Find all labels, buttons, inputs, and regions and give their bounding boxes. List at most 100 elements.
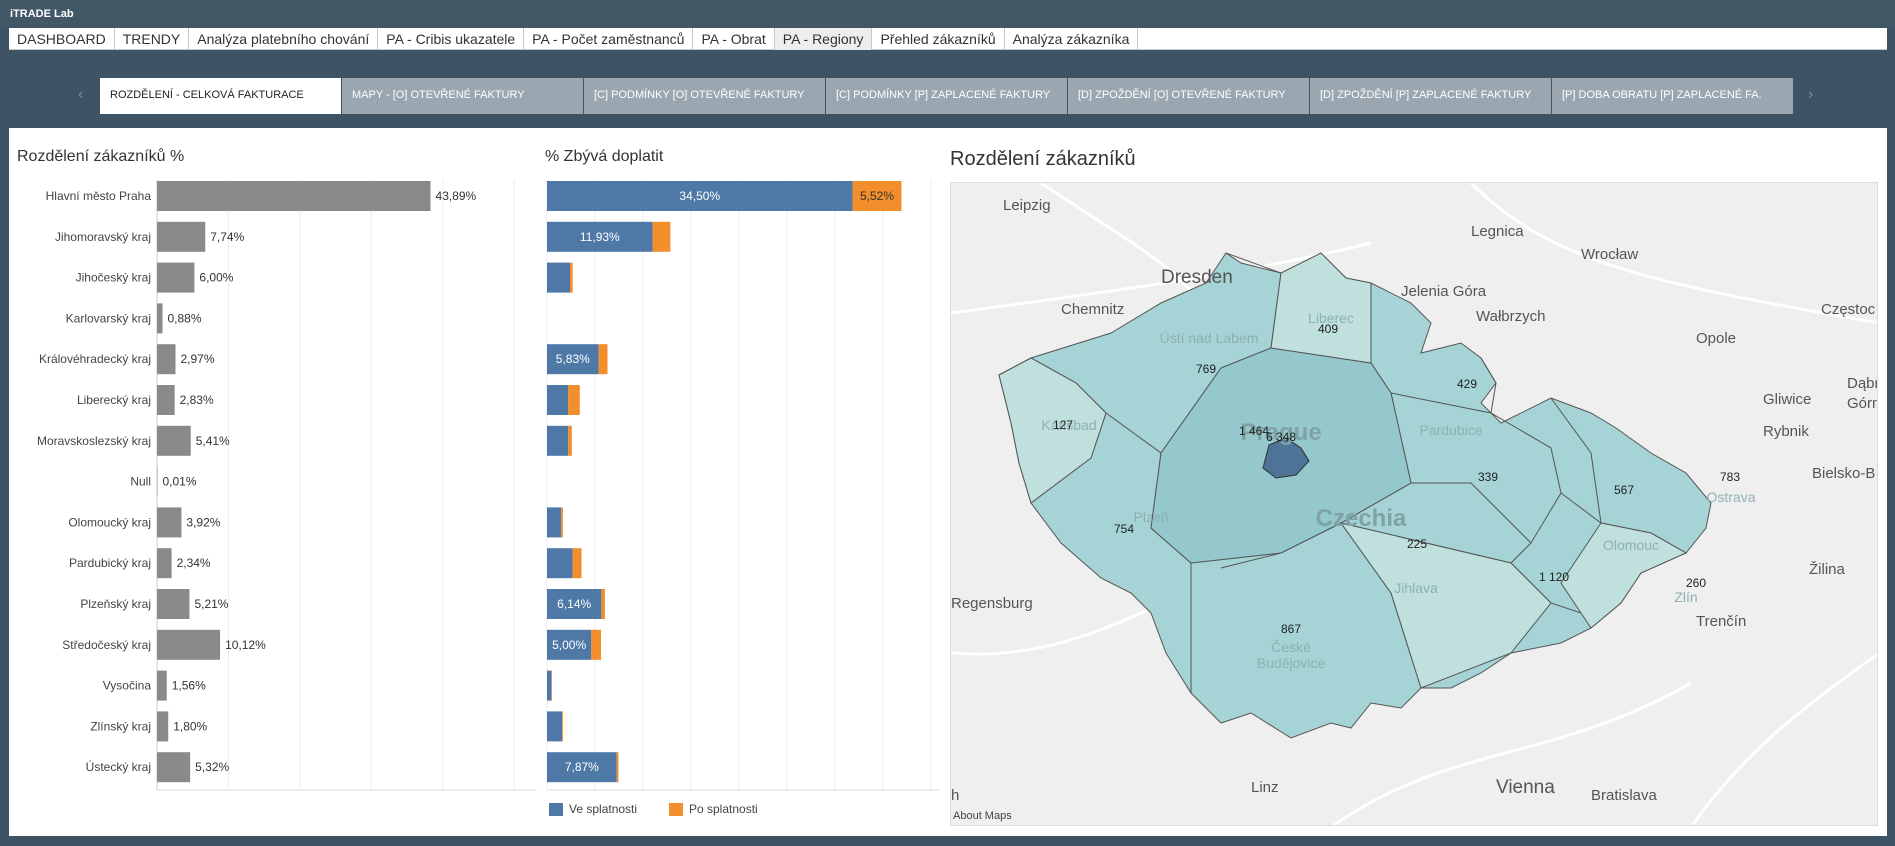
category-label: Plzeňský kraj [80, 597, 151, 611]
value-zlinsky: 260 [1685, 576, 1707, 590]
city-zilina: Žilina [1809, 561, 1845, 578]
bar-customer-share [157, 548, 172, 579]
bar-overdue [572, 548, 582, 579]
region-map[interactable]: Leipzig Dresden Chemnitz Legnica Wrocław… [950, 182, 1878, 826]
city-wroclaw: Wrocław [1581, 246, 1639, 263]
region-praha[interactable] [1262, 437, 1310, 479]
region-name-olomouc: Olomouc [1602, 537, 1660, 553]
bar-customer-share [157, 344, 176, 375]
bar-overdue [568, 425, 572, 456]
legend-label-in-due: Ve splatnosti [569, 802, 638, 816]
value-pardubicky: 339 [1477, 470, 1499, 484]
bar-overdue [601, 589, 605, 619]
sub-tab-2[interactable]: [C] PODMÍNKY [O] OTEVŘENÉ FAKTURY [584, 78, 825, 114]
region-name-karlovy: Karlsbad [1041, 417, 1097, 433]
bar-overdue [616, 752, 619, 783]
bar-value-label: 6,00% [199, 271, 233, 285]
value-olomoucky: 567 [1613, 483, 1635, 497]
city-trencin: Trenčín [1696, 613, 1747, 630]
city-vienna: Vienna [1496, 777, 1555, 798]
bar-customer-share [157, 303, 163, 334]
top-tab-bar: DASHBOARD TRENDY Analýza platebního chován… [9, 28, 1887, 50]
bar-customer-share [157, 221, 206, 252]
sub-tab-bar: ROZDĚLENÍ - CELKOVÁ FAKTURACE MAPY - [O] … [100, 78, 1794, 114]
bar-value-label: 5,21% [194, 597, 228, 611]
sub-tab-0[interactable]: ROZDĚLENÍ - CELKOVÁ FAKTURACE [100, 78, 341, 114]
value-praha: 6 348 [1265, 430, 1297, 444]
bar-overdue [852, 181, 902, 211]
bar-overdue [561, 507, 563, 538]
bar-value-label: 5,41% [196, 434, 230, 448]
top-tab-6[interactable]: PA - Regiony [774, 28, 873, 50]
tabs-scroll-left-icon[interactable]: ‹ [78, 86, 84, 103]
region-name-ceske: České [1271, 639, 1311, 655]
bar-value-label: 43,89% [436, 189, 477, 203]
category-label: Null [130, 475, 151, 489]
bar-in-due [547, 752, 617, 783]
city-bratislava: Bratislava [1591, 787, 1657, 804]
value-karlovarsky: 127 [1052, 418, 1074, 432]
bar-in-due [547, 221, 653, 252]
value-ustecky: 769 [1195, 362, 1217, 376]
region-name-pardubice: Pardubice [1419, 422, 1483, 438]
bar-overdue [591, 629, 602, 660]
top-tab-4[interactable]: PA - Počet zaměstnanců [524, 28, 694, 50]
sub-tab-5[interactable]: [D] ZPOŽDĚNÍ [P] ZAPLACENÉ FAKTURY [1310, 78, 1551, 114]
bar-in-due [547, 385, 569, 415]
top-tab-2[interactable]: Analýza platebního chování [189, 28, 379, 50]
map-region-fills [998, 252, 1688, 689]
top-tab-0[interactable]: DASHBOARD [9, 28, 115, 50]
border [1480, 357, 1497, 414]
bar-overdue [568, 385, 580, 415]
sub-tab-4[interactable]: [D] ZPOŽDĚNÍ [O] OTEVŘENÉ FAKTURY [1068, 78, 1309, 114]
top-tab-7[interactable]: Přehled zákazníků [872, 28, 1005, 50]
city-dresden: Dresden [1161, 267, 1233, 288]
region-name-liberec: Liberec [1308, 310, 1354, 326]
category-label: Hlavní město Praha [46, 189, 152, 203]
map-roads [951, 183, 1877, 825]
about-maps-link[interactable]: About Maps [953, 810, 1012, 822]
bar-customer-share [157, 752, 191, 783]
value-stredocesky: 1 464 [1238, 424, 1270, 438]
city-dabrowa: Dąbr [1847, 375, 1878, 392]
top-tab-1[interactable]: TRENDY [115, 28, 190, 50]
sub-tab-6[interactable]: [P] DOBA OBRATU [P] ZAPLACENÉ FA. [1552, 78, 1793, 114]
top-tab-5[interactable]: PA - Obrat [693, 28, 775, 50]
city-linz: Linz [1251, 779, 1279, 796]
bar-value-label: 1,80% [173, 719, 207, 733]
bar-in-due [547, 181, 853, 211]
region-karlovarsky[interactable] [998, 357, 1107, 504]
top-tab-8[interactable]: Analýza zákazníka [1005, 28, 1139, 50]
city-chemnitz: Chemnitz [1061, 301, 1125, 318]
sub-tab-3[interactable]: [C] PODMÍNKY [P] ZAPLACENÉ FAKTURY [826, 78, 1067, 114]
region-zlinsky[interactable] [1560, 522, 1688, 629]
map-title: Rozdělení zákazníků [950, 148, 1136, 170]
city-legnica: Legnica [1471, 223, 1524, 240]
bar-value-label: 10,12% [225, 638, 266, 652]
category-label: Vysočina [103, 679, 152, 693]
bar-in-due-label: 5,00% [552, 638, 586, 652]
bar-in-due [547, 548, 573, 579]
tabs-scroll-right-icon[interactable]: › [1808, 86, 1814, 103]
bar-value-label: 2,34% [177, 556, 211, 570]
value-liberecky: 409 [1317, 322, 1339, 336]
top-tab-3[interactable]: PA - Cribis ukazatele [378, 28, 525, 50]
region-vysocina[interactable] [1339, 522, 1552, 689]
bar-value-label: 2,83% [180, 393, 214, 407]
city-leipzig: Leipzig [1003, 197, 1051, 214]
region-name-usti: Ústí nad Labem [1159, 330, 1259, 346]
region-liberecky[interactable] [1270, 252, 1372, 364]
bar-overdue-label: 5,52% [860, 189, 894, 203]
city-bielsko: Bielsko-B [1812, 465, 1876, 482]
category-label: Ústecký kraj [86, 759, 151, 774]
region-name-jihlava: Jihlava [1394, 580, 1438, 596]
category-label: Jihomoravský kraj [55, 230, 151, 244]
city-gliwice: Gliwice [1763, 391, 1812, 408]
sub-tab-1[interactable]: MAPY - [O] OTEVŘENÉ FAKTURY [342, 78, 583, 114]
region-name-zlin: Zlín [1674, 589, 1698, 605]
city-jelenia-gora: Jelenia Góra [1401, 283, 1487, 300]
bar-in-due [547, 425, 569, 456]
category-label: Olomoucký kraj [68, 515, 151, 529]
value-jihomoravsky: 1 120 [1538, 570, 1570, 584]
value-plzensky: 754 [1113, 522, 1135, 536]
